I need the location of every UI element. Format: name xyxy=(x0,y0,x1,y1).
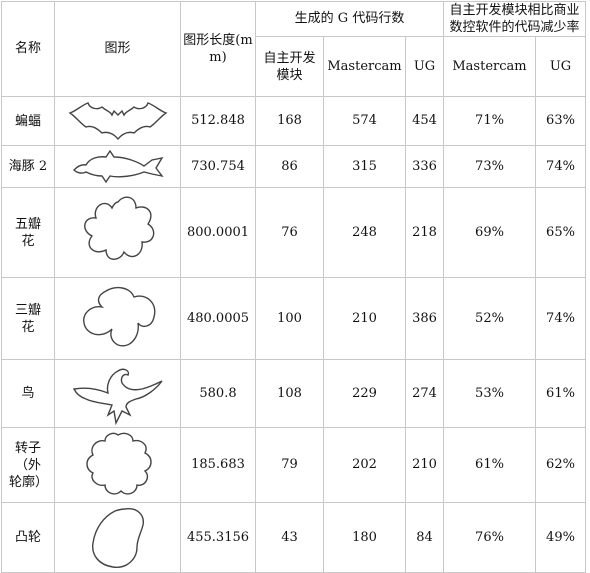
row-self-lines: 79 xyxy=(255,427,324,503)
table-row: 凸轮 455.3156 43 180 84 76% 49% xyxy=(1,502,586,573)
header-length: 图形长度(mm) xyxy=(180,1,256,97)
table-row: 三瓣花 480.0005 100 210 386 52% 74% xyxy=(1,277,586,360)
row-shape xyxy=(54,427,181,503)
header-mastercam: Mastercam xyxy=(323,36,406,97)
row-mastercam-lines: 180 xyxy=(323,502,406,573)
row-ug-lines: 274 xyxy=(405,359,444,428)
row-length: 800.0001 xyxy=(180,187,256,278)
row-ug-lines: 336 xyxy=(405,145,444,188)
row-reduction-ug: 74% xyxy=(535,145,586,188)
row-name: 三瓣花 xyxy=(1,277,55,360)
row-length: 480.0005 xyxy=(180,277,256,360)
header-reduction-rate: 自主开发模块相比商业数控软件的代码减少率 xyxy=(443,1,586,37)
row-name: 蝙蝠 xyxy=(1,96,55,146)
row-mastercam-lines: 574 xyxy=(323,96,406,146)
row-shape xyxy=(54,96,181,146)
row-reduction-ug: 65% xyxy=(535,187,586,278)
header-length-text: 图形长度(mm) xyxy=(183,33,253,65)
bat-outline-icon xyxy=(67,102,168,141)
row-ug-lines: 84 xyxy=(405,502,444,573)
row-shape xyxy=(54,187,181,278)
row-ug-lines: 454 xyxy=(405,96,444,146)
row-name: 五瓣花 xyxy=(1,187,55,278)
row-reduction-ug: 61% xyxy=(535,359,586,428)
three-petal-flower-icon xyxy=(82,286,155,346)
row-mastercam-lines: 202 xyxy=(323,427,406,503)
table-row: 海豚 2 730.754 86 315 336 73% 74% xyxy=(1,145,586,188)
row-name: 凸轮 xyxy=(1,502,55,573)
row-name: 鸟 xyxy=(1,359,55,428)
header-shape: 图形 xyxy=(54,1,181,97)
row-length: 512.848 xyxy=(180,96,256,146)
table-row: 转子（外轮廓） 185.683 79 202 210 61% 62% xyxy=(1,427,586,503)
row-reduction-mastercam: 71% xyxy=(443,96,536,146)
row-mastercam-lines: 210 xyxy=(323,277,406,360)
row-shape xyxy=(54,502,181,573)
header-name: 名称 xyxy=(1,1,55,97)
row-reduction-mastercam: 76% xyxy=(443,502,536,573)
row-name: 转子（外轮廓） xyxy=(1,427,55,503)
row-reduction-ug: 74% xyxy=(535,277,586,360)
row-reduction-ug: 49% xyxy=(535,502,586,573)
row-self-lines: 43 xyxy=(255,502,324,573)
header-ug: UG xyxy=(405,36,444,97)
row-self-lines: 100 xyxy=(255,277,324,360)
row-reduction-mastercam: 61% xyxy=(443,427,536,503)
five-petal-flower-icon xyxy=(83,196,154,260)
row-mastercam-lines: 315 xyxy=(323,145,406,188)
row-mastercam-lines: 229 xyxy=(323,359,406,428)
row-shape xyxy=(54,145,181,188)
row-ug-lines: 218 xyxy=(405,187,444,278)
row-reduction-ug: 63% xyxy=(535,96,586,146)
header-self-developed: 自主开发模块 xyxy=(255,36,324,97)
row-ug-lines: 210 xyxy=(405,427,444,503)
row-reduction-ug: 62% xyxy=(535,427,586,503)
row-shape xyxy=(54,359,181,428)
row-length: 580.8 xyxy=(180,359,256,428)
row-length: 730.754 xyxy=(180,145,256,188)
cam-outline-icon xyxy=(91,507,144,568)
bird-outline-icon xyxy=(72,368,163,425)
rotor-outline-icon xyxy=(85,432,152,495)
row-reduction-mastercam: 73% xyxy=(443,145,536,188)
header-reduction-ug: UG xyxy=(535,36,586,97)
row-mastercam-lines: 248 xyxy=(323,187,406,278)
row-reduction-mastercam: 52% xyxy=(443,277,536,360)
table-row: 蝙蝠 512.848 168 574 454 71% 63% xyxy=(1,96,586,146)
table-row: 鸟 580.8 108 229 274 53% 61% xyxy=(1,359,586,428)
dolphin-outline-icon xyxy=(72,149,164,183)
row-length: 185.683 xyxy=(180,427,256,503)
row-self-lines: 168 xyxy=(255,96,324,146)
row-length: 455.3156 xyxy=(180,502,256,573)
row-self-lines: 108 xyxy=(255,359,324,428)
table-row: 五瓣花 800.0001 76 248 218 69% 65% xyxy=(1,187,586,278)
row-self-lines: 76 xyxy=(255,187,324,278)
header-reduction-mastercam: Mastercam xyxy=(443,36,536,97)
header-gcode-lines: 生成的 G 代码行数 xyxy=(255,1,444,37)
row-self-lines: 86 xyxy=(255,145,324,188)
row-reduction-mastercam: 53% xyxy=(443,359,536,428)
row-shape xyxy=(54,277,181,360)
row-reduction-mastercam: 69% xyxy=(443,187,536,278)
row-ug-lines: 386 xyxy=(405,277,444,360)
row-name: 海豚 2 xyxy=(1,145,55,188)
